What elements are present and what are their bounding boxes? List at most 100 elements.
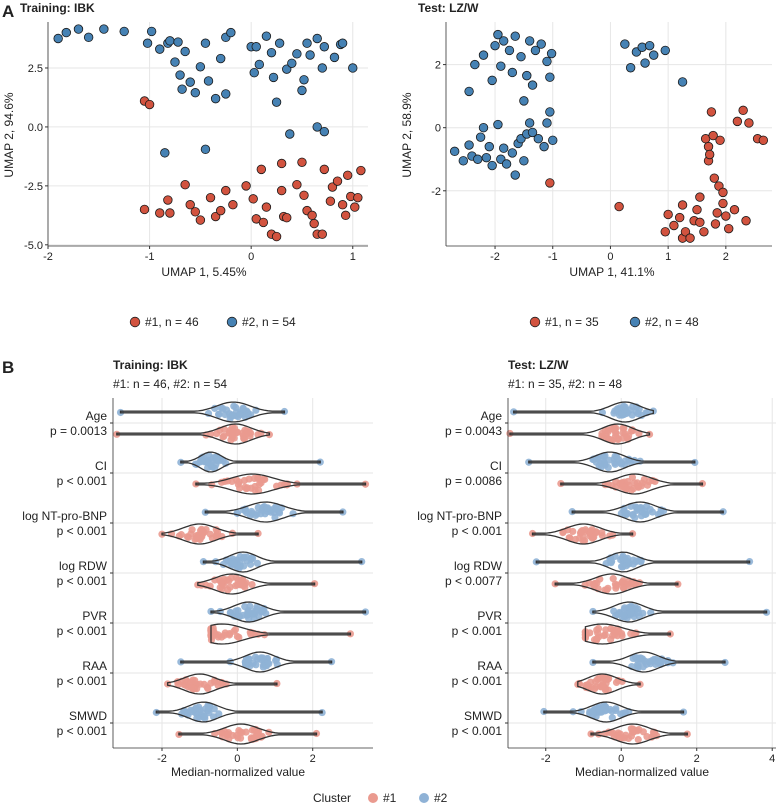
violin-point-c2 <box>611 452 619 460</box>
point-cluster-1 <box>718 198 728 209</box>
violin-point-c2 <box>271 513 279 522</box>
violin-point-c2 <box>617 459 625 467</box>
violin-point-c2 <box>205 451 213 460</box>
point-cluster-1 <box>144 99 155 110</box>
violin-point-c2 <box>215 410 223 418</box>
point-cluster-1 <box>163 195 173 205</box>
violin-point-c1 <box>619 577 627 585</box>
point-cluster-2 <box>165 36 175 46</box>
group-pvalue: p < 0.001 <box>57 624 108 638</box>
violin-point-c2 <box>258 606 267 614</box>
violin-point-c2 <box>635 612 643 620</box>
group-label: Age <box>86 409 108 423</box>
cluster-legend-dot-1 <box>368 793 378 803</box>
point-cluster-2 <box>625 63 636 73</box>
point-cluster-1 <box>708 130 718 141</box>
point-cluster-1 <box>744 118 754 128</box>
violin-point-c1 <box>616 479 624 488</box>
violin-c1-log-nt-pro-bnp <box>161 523 259 545</box>
point-cluster-1 <box>353 192 363 203</box>
point-cluster-2 <box>173 37 183 47</box>
violin-point-c1 <box>586 678 595 686</box>
point-cluster-2 <box>203 76 214 86</box>
violin-point-c1 <box>233 632 242 641</box>
violin-point-c2 <box>641 507 649 515</box>
point-cluster-2 <box>530 45 541 56</box>
point-cluster-2 <box>329 52 340 63</box>
point-cluster-1 <box>695 192 705 202</box>
y-tick-label: -2 <box>431 186 441 198</box>
point-cluster-2 <box>539 141 549 152</box>
group-label: SMWD <box>69 709 107 723</box>
violin-point-c1 <box>595 674 604 682</box>
violin-c2-raa <box>180 651 333 673</box>
x-tick-label: 0 <box>607 251 613 263</box>
violin-point-c1 <box>604 435 612 443</box>
point-cluster-2 <box>312 122 322 132</box>
violin-point-c1 <box>187 683 195 692</box>
violin-point-c2 <box>232 607 240 615</box>
point-cluster-2 <box>522 70 532 81</box>
point-cluster-1 <box>276 185 287 196</box>
point-cluster-2 <box>175 70 185 80</box>
point-cluster-1 <box>738 105 748 116</box>
point-cluster-1 <box>704 149 715 160</box>
point-cluster-2 <box>524 118 535 128</box>
umap-train-title: Training: IBK <box>20 1 95 15</box>
violin-point-c2 <box>230 559 238 567</box>
point-cluster-1 <box>309 218 319 229</box>
violin-point-c2 <box>608 707 616 715</box>
point-cluster-2 <box>548 135 558 146</box>
violin-test-xlabel: Median-normalized value <box>575 765 709 779</box>
violin-point-c2 <box>629 654 637 663</box>
x-tick-label: -1 <box>145 251 155 263</box>
point-cluster-2 <box>266 47 277 58</box>
point-cluster-2 <box>498 36 509 46</box>
point-cluster-1 <box>185 200 195 210</box>
umap-train-legend-dot-1 <box>129 316 141 328</box>
point-cluster-2 <box>527 80 538 90</box>
point-cluster-2 <box>536 39 546 49</box>
violin-c1-raa <box>166 673 278 695</box>
violin-point-c1 <box>622 486 630 494</box>
point-cluster-2 <box>319 126 330 137</box>
point-cluster-2 <box>261 31 272 41</box>
group-pvalue: p < 0.001 <box>57 524 108 538</box>
violin-point-c1 <box>628 473 637 481</box>
point-cluster-1 <box>712 208 722 218</box>
point-cluster-2 <box>251 42 261 52</box>
point-cluster-2 <box>160 148 170 158</box>
point-cluster-2 <box>649 50 659 60</box>
violin-point-c2 <box>634 505 642 513</box>
violin-point-c1 <box>254 486 263 495</box>
violin-point-c2 <box>621 509 629 517</box>
violin-point-c2 <box>622 562 630 570</box>
cluster-legend-label-1: #1 <box>383 791 397 805</box>
point-cluster-2 <box>542 118 552 128</box>
violin-point-c2 <box>592 458 600 466</box>
point-cluster-1 <box>709 173 720 183</box>
violin-test-chart: Test: LZ/W #1: n = 35, #2: n = 48 -2 0 2 4 A… <box>417 358 776 779</box>
point-cluster-1 <box>325 196 336 206</box>
point-cluster-1 <box>332 176 343 186</box>
point-cluster-1 <box>307 210 317 221</box>
violin-point-c1 <box>203 683 211 692</box>
point-cluster-1 <box>261 202 272 212</box>
point-cluster-2 <box>481 152 492 163</box>
violin-point-c1 <box>593 626 601 634</box>
x-tick-label: 2 <box>310 753 316 765</box>
group-label: Age <box>481 409 503 423</box>
violin-point-c1 <box>581 537 589 545</box>
violin-point-c1 <box>596 682 604 691</box>
umap-test-legend-dot-2 <box>629 316 641 328</box>
point-cluster-2 <box>493 119 503 130</box>
violin-point-c1 <box>221 629 229 637</box>
point-cluster-2 <box>545 72 555 82</box>
y-tick-label: -5.0 <box>24 240 43 252</box>
violin-point-c2 <box>641 657 649 665</box>
point-cluster-1 <box>248 194 258 204</box>
x-tick-label: 0 <box>248 251 254 263</box>
point-cluster-2 <box>519 156 529 166</box>
violin-point-c2 <box>205 702 213 710</box>
point-cluster-2 <box>299 75 309 85</box>
